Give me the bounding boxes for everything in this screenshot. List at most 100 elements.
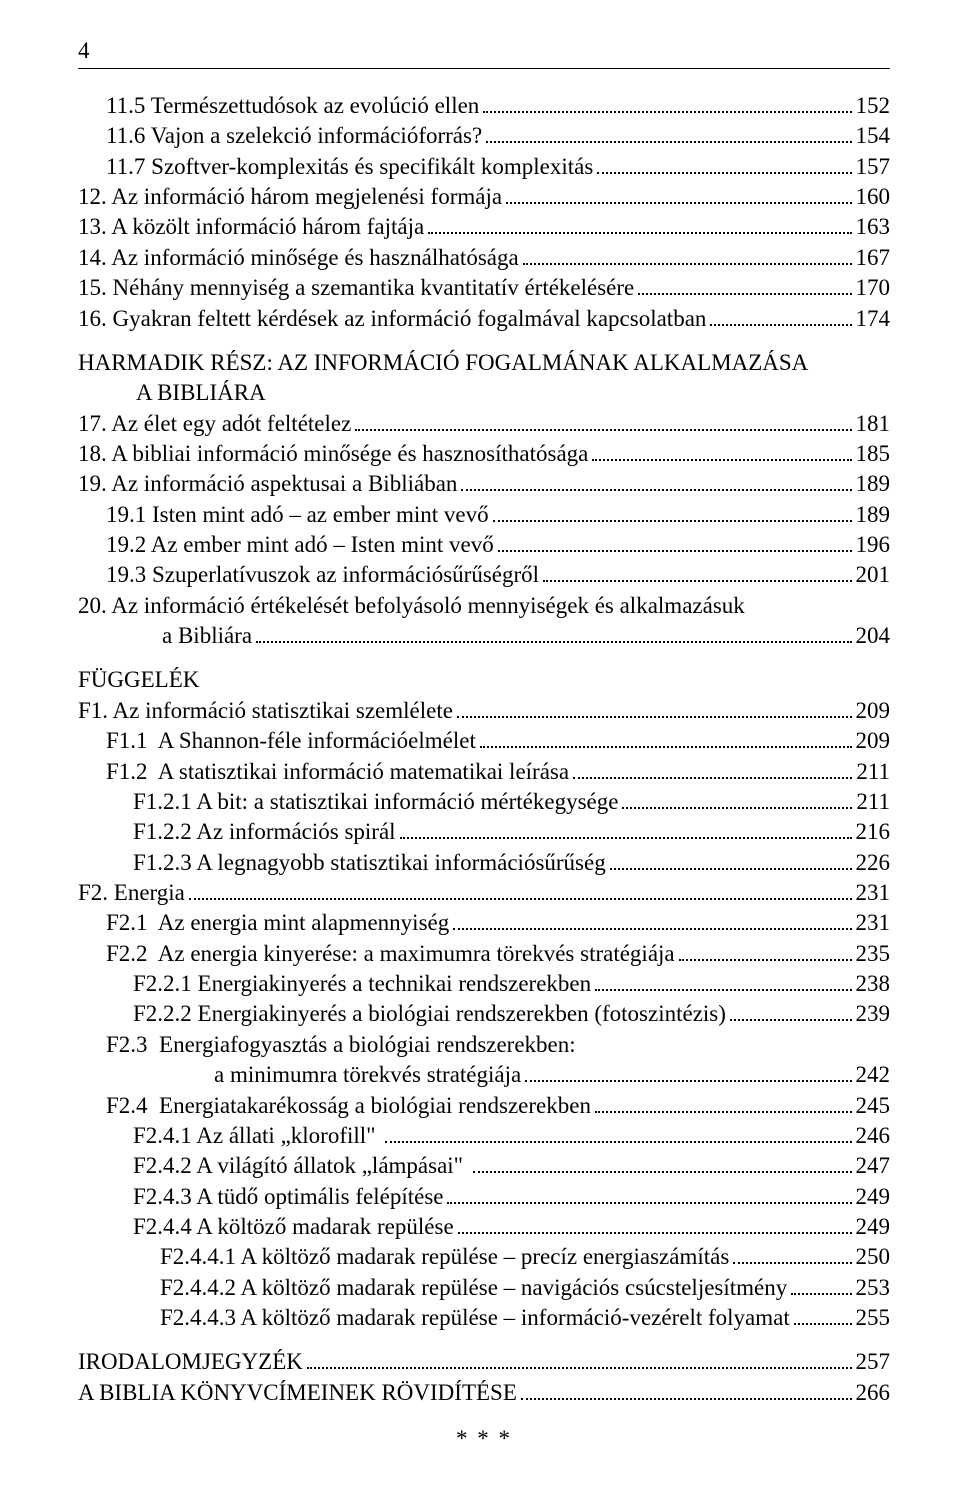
separator-stars: * * * xyxy=(78,1426,890,1452)
toc-dot-leader xyxy=(710,305,851,325)
toc-entry-page: 266 xyxy=(856,1378,891,1408)
toc-entry: 18. A bibliai információ minősége és has… xyxy=(78,439,890,469)
toc-entry-page: 216 xyxy=(856,817,891,847)
toc-dot-leader xyxy=(525,1062,851,1082)
toc-entry: F1.1 A Shannon-féle információelmélet 20… xyxy=(78,726,890,756)
toc-entry-page: 255 xyxy=(856,1303,891,1333)
toc-entry-label: F1.2.3 A legnagyobb statisztikai informá… xyxy=(133,848,606,878)
toc-entry-label: F2.1 Az energia mint alapmennyiség xyxy=(106,908,449,938)
toc-entry-label: F2.4.2 A világító állatok „lámpásai" xyxy=(133,1151,469,1181)
toc-entry-page: 160 xyxy=(856,182,891,212)
toc-entry-label: 11.6 Vajon a szelekció információforrás? xyxy=(106,121,482,151)
toc-entry: IRODALOMJEGYZÉK 257 xyxy=(78,1347,890,1377)
toc-entry: a minimumra törekvés stratégiája 242 xyxy=(78,1060,890,1090)
toc-entry-page: 174 xyxy=(856,304,891,334)
toc-entry-page: 154 xyxy=(856,121,891,151)
toc-dot-leader xyxy=(498,532,852,552)
toc-entry-label: a Bibliára xyxy=(162,621,252,651)
toc-dot-leader xyxy=(473,1153,852,1173)
toc-entry: F2.2 Az energia kinyerése: a maximumra t… xyxy=(78,939,890,969)
toc-entry: 13. A közölt információ három fajtája 16… xyxy=(78,212,890,242)
toc-entry-page: 152 xyxy=(856,91,891,121)
toc-block-4: IRODALOMJEGYZÉK 257A BIBLIA KÖNYVCÍMEINE… xyxy=(78,1347,890,1408)
toc-entry: F1.2 A statisztikai információ matematik… xyxy=(78,757,890,787)
toc-entry-label: a minimumra törekvés stratégiája xyxy=(214,1060,521,1090)
toc-entry: 11.6 Vajon a szelekció információforrás?… xyxy=(78,121,890,151)
toc-entry: F1.2.2 Az információs spirál 216 xyxy=(78,817,890,847)
toc-entry-label: F1.1 A Shannon-féle információelmélet xyxy=(106,726,476,756)
toc-dot-leader xyxy=(791,1274,851,1294)
toc-dot-leader xyxy=(592,441,851,461)
toc-entry-page: 226 xyxy=(856,848,891,878)
toc-entry-label: 19.2 Az ember mint adó – Isten mint vevő xyxy=(106,530,494,560)
toc-entry-page: 253 xyxy=(856,1273,891,1303)
toc-dot-leader xyxy=(480,728,852,748)
toc-entry: F2.4 Energiatakarékosság a biológiai ren… xyxy=(78,1091,890,1121)
toc-entry: 12. Az információ három megjelenési form… xyxy=(78,182,890,212)
toc-entry-label: F2.2 Az energia kinyerése: a maximumra t… xyxy=(106,939,675,969)
toc-block-3: F1. Az információ statisztikai szemlélet… xyxy=(78,696,890,1334)
toc-entry-page: 209 xyxy=(856,696,891,726)
toc-entry-page: 238 xyxy=(856,969,891,999)
toc-entry-label: F2.4.4.1 A költöző madarak repülése – pr… xyxy=(160,1242,729,1272)
toc-entry: 19. Az információ aspektusai a Bibliában… xyxy=(78,469,890,499)
toc-entry-label: 19. Az információ aspektusai a Bibliában xyxy=(78,469,457,499)
toc-entry: F2.4.4.2 A költöző madarak repülése – na… xyxy=(78,1273,890,1303)
toc-dot-leader xyxy=(189,880,852,900)
toc-entry: F1.2.1 A bit: a statisztikai információ … xyxy=(78,787,890,817)
toc-entry-label: F2. Energia xyxy=(78,878,185,908)
toc-entry: 11.5 Természettudósok az evolúció ellen … xyxy=(78,91,890,121)
toc-entry-page: 163 xyxy=(856,212,891,242)
toc-entry-label: 19.3 Szuperlatívuszok az információsűrűs… xyxy=(106,560,539,590)
toc-entry-label: F1.2.1 A bit: a statisztikai információ … xyxy=(133,787,618,817)
toc-entry: A BIBLIA KÖNYVCÍMEINEK RÖVIDÍTÉSE 266 xyxy=(78,1378,890,1408)
toc-dot-leader xyxy=(595,971,851,991)
toc-entry: F2.2.1 Energiakinyerés a technikai rends… xyxy=(78,969,890,999)
toc-dot-leader xyxy=(461,471,851,491)
toc-dot-leader xyxy=(453,910,851,930)
toc-entry-label: F2.4 Energiatakarékosság a biológiai ren… xyxy=(106,1091,591,1121)
toc-dot-leader xyxy=(457,697,852,717)
toc-entry: 19.1 Isten mint adó – az ember mint vevő… xyxy=(78,500,890,530)
toc-dot-leader xyxy=(523,244,852,264)
toc-dot-leader xyxy=(622,789,852,809)
toc-entry: 15. Néhány mennyiség a szemantika kvanti… xyxy=(78,273,890,303)
toc-entry-page: 235 xyxy=(856,939,891,969)
toc-entry-label: 11.7 Szoftver-komplexitás és specifikált… xyxy=(106,152,593,182)
toc-dot-leader xyxy=(256,623,851,643)
toc-entry: F2. Energia 231 xyxy=(78,878,890,908)
toc-entry: F2.4.4 A költöző madarak repülése 249 xyxy=(78,1212,890,1242)
toc-entry: 19.3 Szuperlatívuszok az információsűrűs… xyxy=(78,560,890,590)
toc-entry: 14. Az információ minősége és használhat… xyxy=(78,243,890,273)
section-heading-appendix: FÜGGELÉK xyxy=(78,665,890,695)
toc-entry: F2.4.4.3 A költöző madarak repülése – in… xyxy=(78,1303,890,1333)
toc-entry: 11.7 Szoftver-komplexitás és specifikált… xyxy=(78,152,890,182)
toc-dot-leader xyxy=(385,1122,851,1142)
toc-entry: F2.2.2 Energiakinyerés a biológiai rends… xyxy=(78,999,890,1029)
toc-dot-leader xyxy=(506,184,851,204)
toc-dot-leader xyxy=(355,410,851,430)
toc-entry-page: 231 xyxy=(856,878,891,908)
toc-entry-page: 209 xyxy=(856,726,891,756)
toc-entry-page: 181 xyxy=(856,409,891,439)
toc-dot-leader xyxy=(428,214,851,234)
toc-entry-label: 14. Az információ minősége és használhat… xyxy=(78,243,519,273)
section-heading-part3-sub: A BIBLIÁRA xyxy=(78,378,890,408)
toc-entry: a Bibliára 204 xyxy=(78,621,890,651)
toc-entry-label: 19.1 Isten mint adó – az ember mint vevő xyxy=(106,500,489,530)
page-number: 4 xyxy=(78,38,890,64)
toc-entry-page: 189 xyxy=(856,469,891,499)
toc-entry-label: 17. Az élet egy adót feltételez xyxy=(78,409,351,439)
toc-entry-page: 185 xyxy=(856,439,891,469)
toc-entry: F2.3 Energiafogyasztás a biológiai rends… xyxy=(78,1030,890,1060)
toc-dot-leader xyxy=(573,758,852,778)
toc-entry: F2.4.1 Az állati „klorofill" 246 xyxy=(78,1121,890,1151)
toc-entry-page: 257 xyxy=(856,1347,891,1377)
toc-dot-leader xyxy=(679,940,852,960)
toc-entry-page: 211 xyxy=(856,757,890,787)
toc-entry: 19.2 Az ember mint adó – Isten mint vevő… xyxy=(78,530,890,560)
toc-entry-page: 245 xyxy=(856,1091,891,1121)
toc-dot-leader xyxy=(483,93,851,113)
toc-entry-label: F1.2 A statisztikai információ matematik… xyxy=(106,757,569,787)
toc-dot-leader xyxy=(400,819,852,839)
